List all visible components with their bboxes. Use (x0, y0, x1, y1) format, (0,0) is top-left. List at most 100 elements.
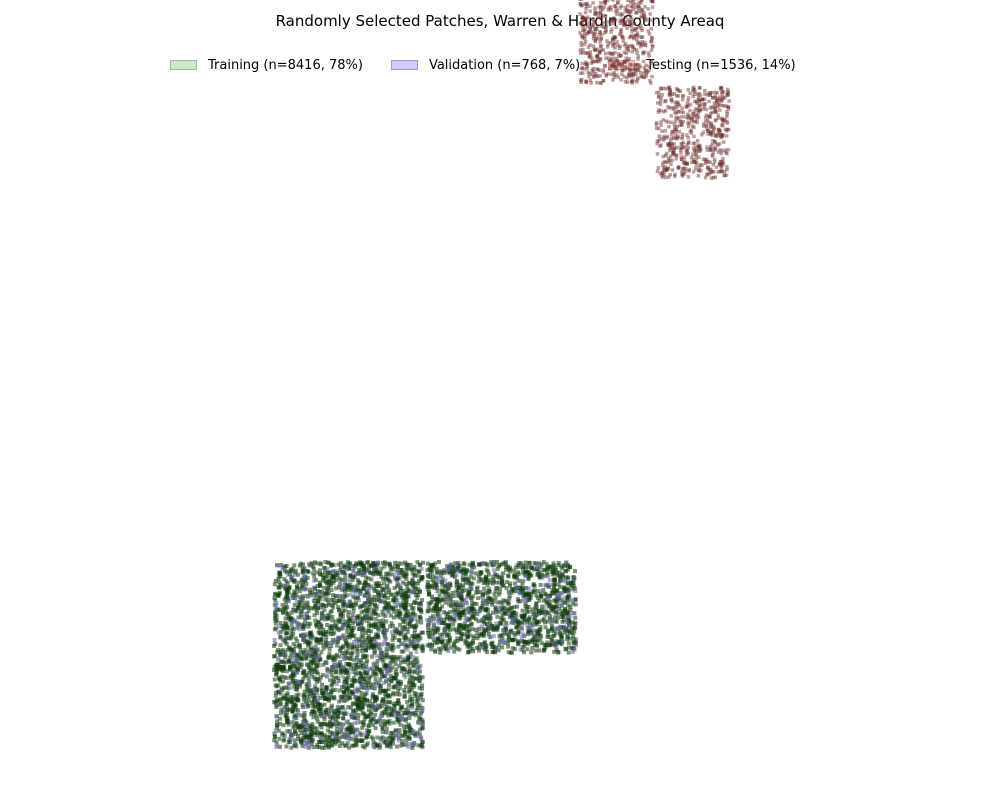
patch-marker (344, 720, 349, 725)
patch-marker (538, 591, 543, 596)
patch-marker (414, 623, 419, 628)
patch-marker (585, 64, 589, 69)
patch-marker (290, 685, 295, 690)
patch-marker (332, 722, 337, 727)
patch-marker (579, 21, 584, 26)
patch-marker (351, 594, 356, 599)
patch-marker (425, 561, 430, 566)
patch-marker (306, 643, 311, 648)
patch-marker (571, 583, 576, 588)
patch-marker (384, 710, 389, 715)
patch-marker (297, 724, 302, 729)
patch-marker (324, 659, 329, 664)
patch-marker (644, 71, 649, 76)
patch-marker (591, 60, 595, 64)
patch-marker (549, 583, 554, 588)
patch-marker (345, 560, 350, 565)
patch-marker (374, 653, 379, 658)
patch-marker (675, 105, 679, 109)
patch-marker (586, 24, 590, 29)
patch-marker (628, 15, 633, 19)
patch-marker (365, 668, 370, 673)
patch-marker (581, 16, 586, 20)
patch-marker (557, 593, 562, 598)
patch-marker (588, 72, 592, 76)
patch-marker (374, 588, 379, 593)
patch-marker (513, 581, 517, 586)
patch-marker (367, 676, 371, 681)
patch-marker (522, 591, 527, 596)
patch-marker (583, 34, 587, 38)
patch-marker (381, 689, 386, 694)
patch-marker (620, 35, 625, 39)
patch-marker (698, 86, 702, 90)
patch-marker (411, 729, 416, 734)
patch-marker (542, 605, 547, 610)
patch-marker (558, 598, 563, 603)
patch-marker (390, 648, 395, 653)
patch-marker (497, 643, 502, 648)
patch-marker (397, 571, 402, 575)
patch-marker (461, 561, 466, 566)
patch-marker (282, 685, 287, 690)
patch-marker (468, 611, 473, 616)
patch-marker (335, 723, 340, 728)
patch-marker (513, 618, 518, 623)
patch-marker (622, 22, 626, 26)
patch-marker (458, 636, 463, 641)
patch-marker (432, 630, 437, 635)
patch-marker (455, 636, 460, 641)
patch-marker (300, 566, 305, 571)
patch-marker (300, 622, 305, 627)
patch-marker (618, 19, 622, 23)
patch-marker (498, 600, 503, 605)
patch-marker (411, 567, 416, 572)
patch-marker (516, 622, 521, 627)
patch-marker (630, 0, 634, 3)
patch-marker (594, 59, 598, 64)
patch-marker (512, 575, 517, 580)
patch-marker (293, 697, 298, 701)
patch-marker (338, 648, 343, 653)
patch-marker (305, 704, 310, 709)
patch-marker (335, 643, 340, 648)
patch-marker (626, 4, 630, 8)
patch-marker (311, 708, 316, 713)
patch-marker (584, 6, 588, 11)
patch-marker (359, 571, 363, 576)
patch-marker (296, 572, 300, 577)
patch-marker (664, 151, 669, 156)
patch-marker (356, 697, 360, 702)
patch-marker (648, 18, 652, 22)
patch-marker (363, 638, 368, 642)
patch-marker (403, 617, 408, 622)
patch-marker (495, 567, 500, 572)
patch-marker (455, 612, 460, 617)
patch-marker (617, 0, 621, 1)
patch-marker (560, 566, 565, 571)
patch-marker (333, 675, 338, 680)
patch-marker (290, 732, 295, 737)
patch-marker (398, 589, 403, 594)
patch-marker (572, 647, 577, 652)
patch-marker (326, 630, 330, 635)
patch-marker (333, 735, 338, 740)
patch-marker (320, 745, 325, 750)
patch-marker (403, 731, 408, 736)
patch-marker (367, 605, 372, 609)
patch-marker (595, 67, 599, 71)
patch-marker (617, 61, 621, 66)
patch-marker (710, 110, 714, 115)
patch-marker (627, 56, 631, 61)
patch-marker (455, 593, 460, 598)
patch-marker (591, 75, 596, 79)
patch-marker (378, 688, 383, 693)
patch-marker (686, 175, 691, 179)
patch-marker (691, 89, 695, 93)
patch-marker (335, 598, 340, 603)
patch-marker (650, 74, 654, 79)
patch-marker (390, 623, 395, 628)
patch-marker (409, 603, 413, 607)
patch-marker (651, 0, 655, 4)
patch-marker (705, 127, 709, 131)
